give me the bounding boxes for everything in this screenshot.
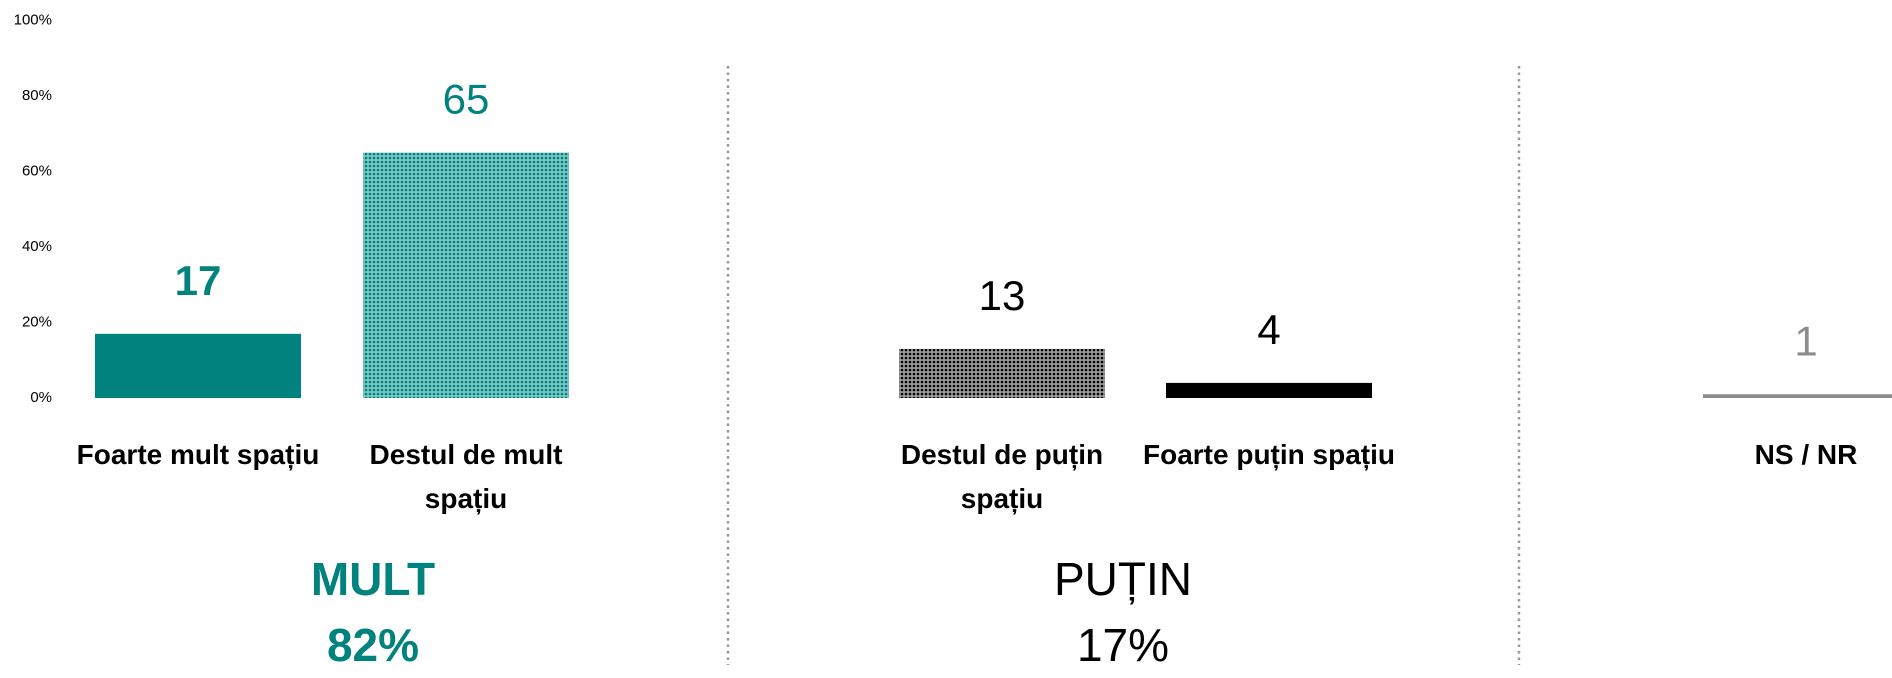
x-tick-label: Destul de puțin spațiu — [900, 439, 1104, 514]
x-tick-label: Destul de mult spațiu — [369, 439, 563, 514]
y-tick-label: 100% — [14, 11, 52, 28]
group-label: MULT — [310, 553, 436, 605]
y-tick-label: 60% — [22, 162, 52, 179]
bar — [363, 152, 569, 398]
value-label: 1 — [1794, 317, 1817, 364]
value-label: 4 — [1257, 306, 1280, 353]
value-label: 65 — [443, 76, 490, 123]
group-label: PUȚIN — [1054, 553, 1192, 605]
value-label: 17 — [175, 257, 222, 304]
bar — [1166, 382, 1372, 398]
bar — [899, 348, 1105, 398]
value-label: 13 — [979, 272, 1026, 319]
y-tick-label: 20% — [22, 313, 52, 330]
group-total: 82% — [326, 619, 420, 671]
y-tick-label: 0% — [30, 389, 52, 406]
bar — [1703, 394, 1892, 398]
x-tick-label: Foarte puțin spațiu — [1143, 439, 1395, 470]
bar — [95, 333, 301, 398]
group-total: 17% — [1076, 619, 1170, 671]
x-tick-label: NS / NR — [1754, 439, 1858, 470]
y-tick-label: 80% — [22, 87, 52, 104]
x-tick-label: Foarte mult spațiu — [76, 439, 320, 470]
y-tick-label: 40% — [22, 238, 52, 255]
